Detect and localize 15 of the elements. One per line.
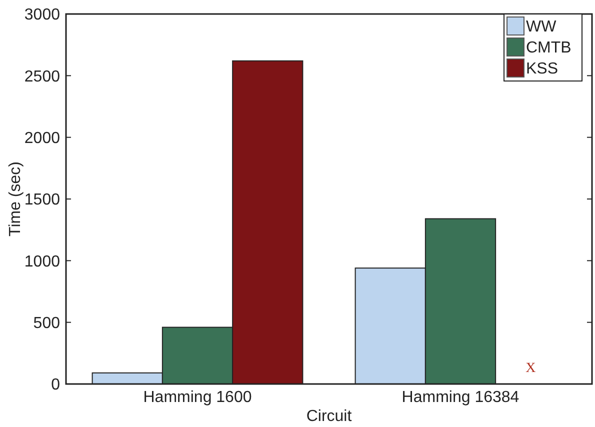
y-axis-title: Time (sec) — [7, 162, 24, 236]
y-tick-label: 1500 — [24, 192, 60, 209]
x-tick-label: Hamming 16384 — [402, 389, 520, 406]
annotation: X — [526, 361, 536, 376]
y-tick-label: 2500 — [24, 68, 60, 86]
legend-label: WW — [526, 18, 558, 36]
y-tick-label: 500 — [33, 314, 60, 332]
legend-label: CMTB — [526, 40, 572, 57]
x-axis-title: Circuit — [306, 408, 352, 425]
y-tick-label: 0 — [51, 376, 60, 394]
y-tick-label: 3000 — [24, 6, 60, 24]
y-tick-label: 1000 — [24, 253, 60, 270]
x-tick-label: Hamming 1600 — [143, 389, 252, 406]
y-tick-label: 2000 — [24, 130, 60, 147]
legend-label: KSS — [526, 60, 558, 78]
